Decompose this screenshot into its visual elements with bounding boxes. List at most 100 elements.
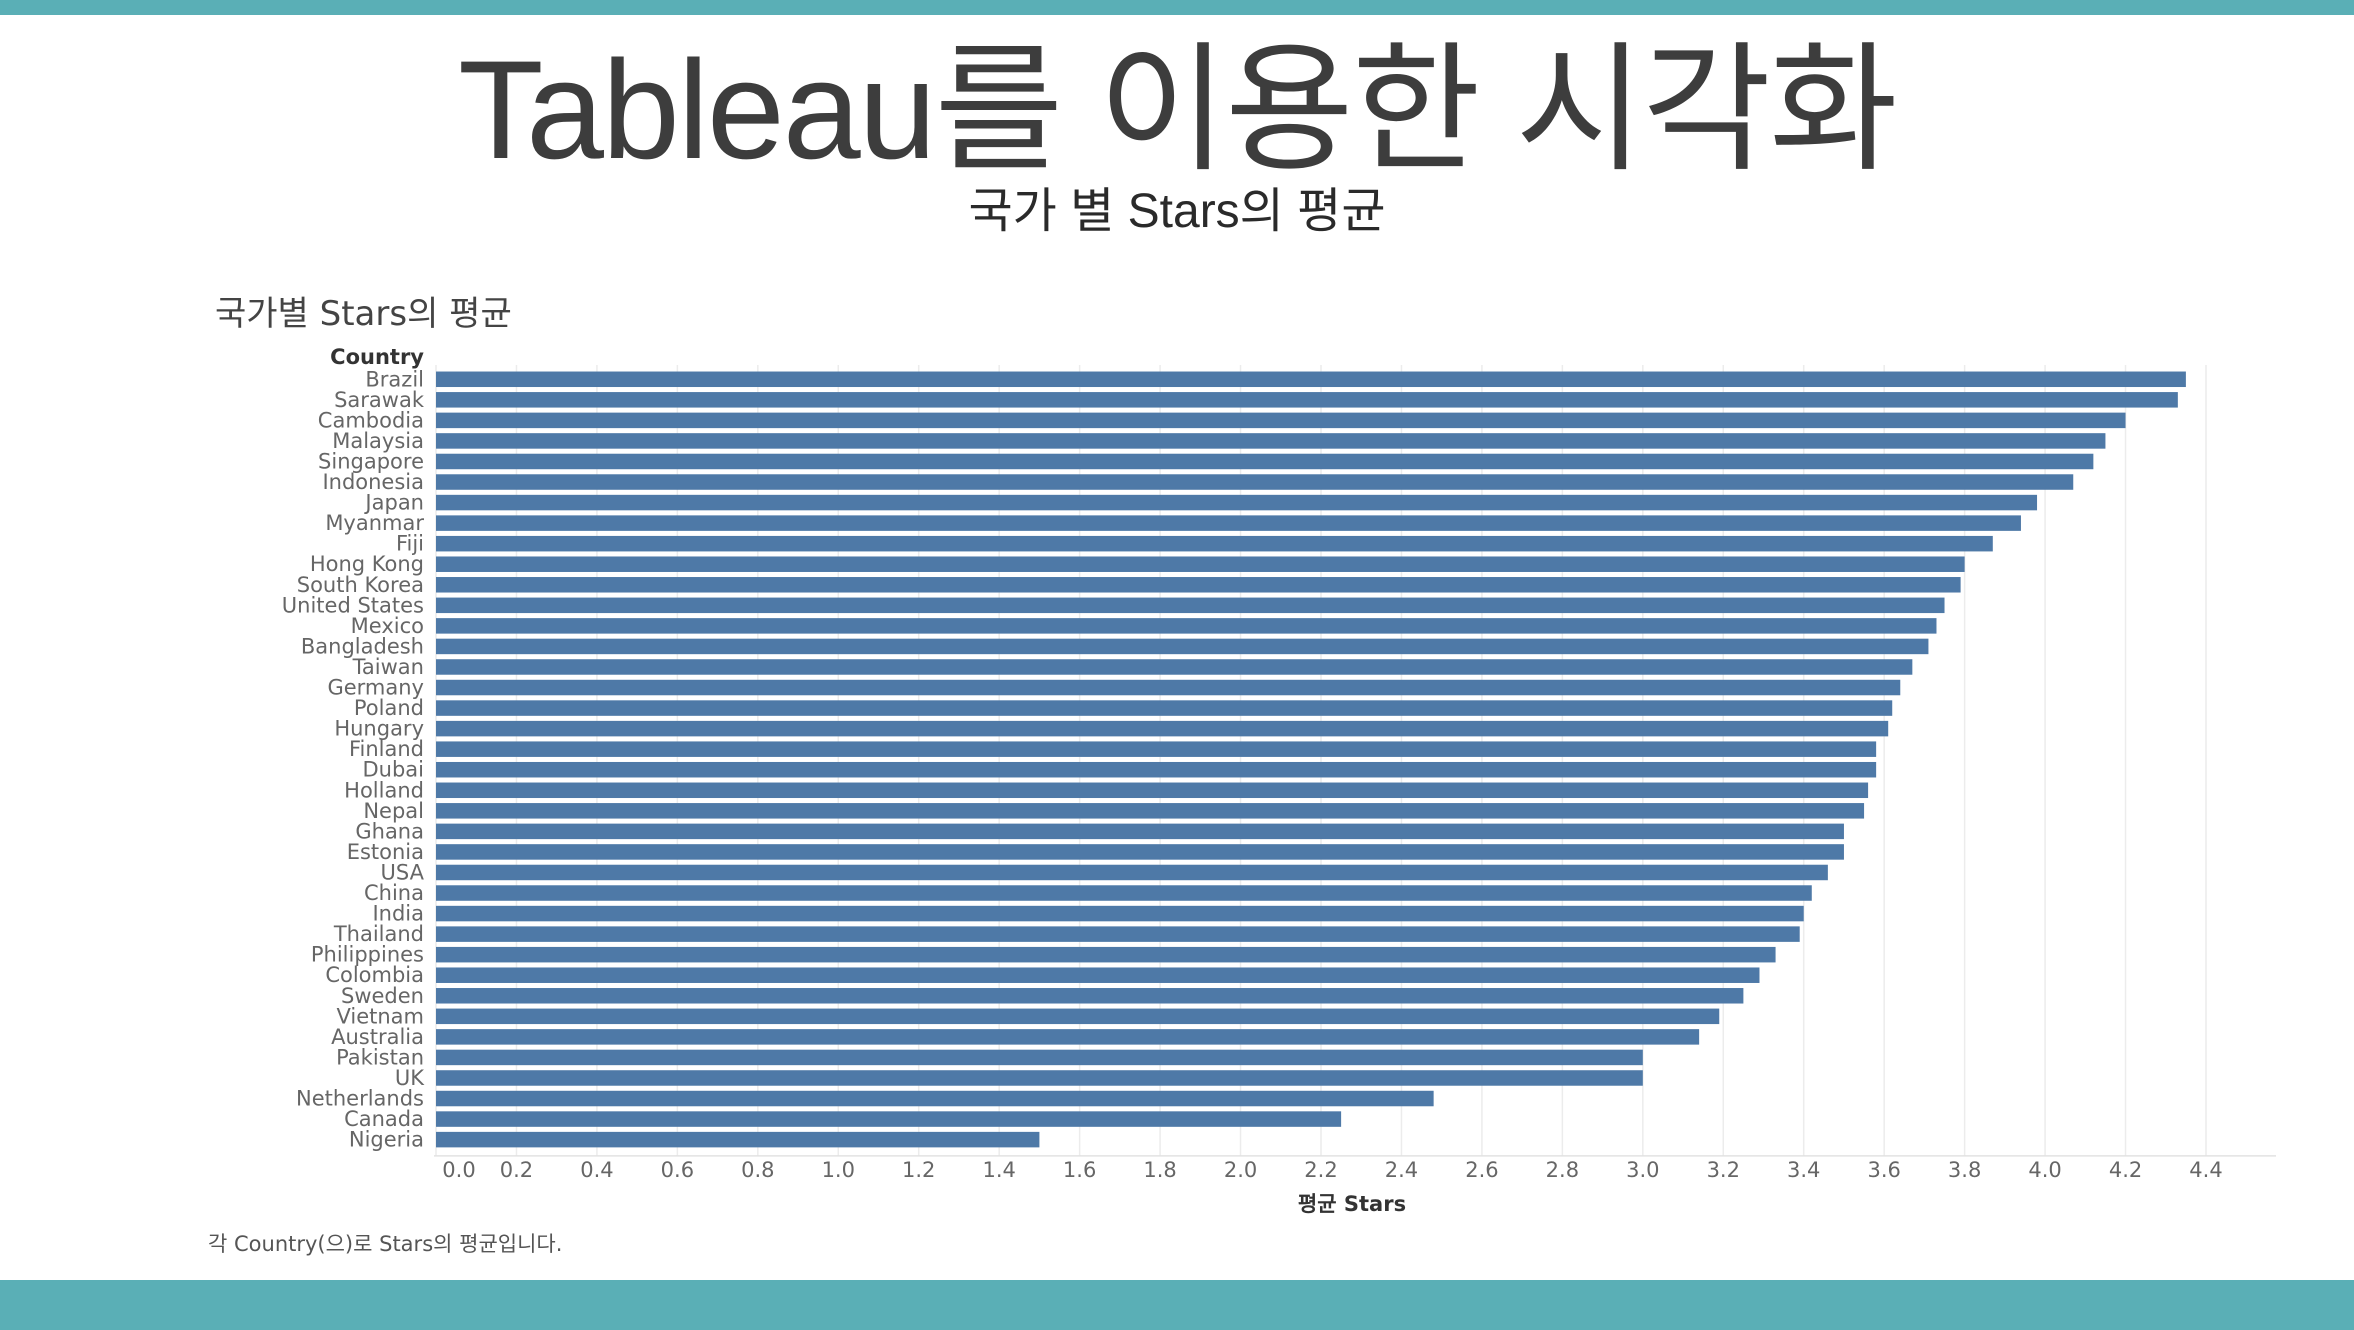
tick-label: 2.8 <box>1546 1158 1579 1182</box>
category-label: Myanmar <box>325 511 424 535</box>
bar <box>436 1070 1643 1086</box>
category-label: Brazil <box>365 367 424 391</box>
tick-label: 3.0 <box>1626 1158 1659 1182</box>
bar <box>436 946 1776 963</box>
bar <box>436 556 1965 572</box>
bar <box>436 597 1945 614</box>
bar <box>436 679 1901 696</box>
tick-label: 2.6 <box>1465 1158 1498 1182</box>
bar <box>436 741 1877 757</box>
tick-label: 4.2 <box>2109 1158 2142 1182</box>
tick-label: 0.0 <box>442 1158 475 1182</box>
bar <box>436 412 2126 429</box>
bar <box>436 905 1804 922</box>
bar <box>436 1008 1720 1025</box>
tick-label: 3.8 <box>1948 1158 1981 1182</box>
category-label: Poland <box>354 696 424 720</box>
tick-label: 1.0 <box>822 1158 855 1182</box>
slide-title: Tableau를 이용한 시각화 <box>458 31 1898 188</box>
bar <box>436 803 1865 819</box>
category-label: Netherlands <box>296 1087 424 1111</box>
chart-caption: 각 Country(으)로 Stars의 평균입니다. <box>208 1232 563 1256</box>
category-label: Nepal <box>363 799 424 823</box>
row-header: Country <box>330 345 424 369</box>
tick-label: 2.4 <box>1385 1158 1418 1182</box>
category-labels: BrazilSarawakCambodiaMalaysiaSingaporeIn… <box>282 367 425 1151</box>
bar <box>436 864 1828 881</box>
bar <box>436 720 1889 737</box>
tick-label: 4.0 <box>2028 1158 2061 1182</box>
bar <box>436 659 1913 675</box>
bar <box>436 535 1993 552</box>
category-label: Germany <box>327 676 424 700</box>
top-accent-band <box>0 0 2354 15</box>
bar <box>436 433 2106 449</box>
tick-label: 0.2 <box>500 1158 533 1182</box>
chart-sheet-title: 국가별 Stars의 평균 <box>215 294 512 334</box>
bar <box>436 474 2074 490</box>
category-label: India <box>372 902 424 926</box>
bar <box>436 453 2094 470</box>
tick-label: 1.8 <box>1143 1158 1176 1182</box>
category-label: Sweden <box>341 984 424 1008</box>
bars <box>436 371 2186 1148</box>
bar <box>436 926 1800 942</box>
category-label: Thailand <box>333 922 424 946</box>
bar <box>436 638 1929 655</box>
category-label: Vietnam <box>336 1004 424 1028</box>
category-label: Cambodia <box>318 408 424 432</box>
tick-label: 4.4 <box>2189 1158 2222 1182</box>
bar <box>436 988 1744 1004</box>
category-label: Bangladesh <box>301 634 424 658</box>
bar <box>436 782 1869 799</box>
category-label: South Korea <box>297 573 424 597</box>
category-label: Canada <box>344 1107 424 1131</box>
category-label: Mexico <box>351 614 424 638</box>
bar <box>436 1131 1040 1148</box>
bottom-accent-band <box>0 1280 2354 1330</box>
category-label: Finland <box>349 737 424 761</box>
category-label: Philippines <box>311 943 424 967</box>
tick-label: 3.2 <box>1707 1158 1740 1182</box>
category-label: Japan <box>363 491 424 515</box>
bar <box>436 392 2178 408</box>
category-label: Indonesia <box>322 470 424 494</box>
category-label: Singapore <box>318 449 424 473</box>
bar <box>436 371 2186 388</box>
tick-label: 2.2 <box>1304 1158 1337 1182</box>
tick-label: 1.2 <box>902 1158 935 1182</box>
category-label: Colombia <box>325 963 424 987</box>
bar <box>436 885 1812 901</box>
category-label: Holland <box>344 778 424 802</box>
category-label: Australia <box>331 1025 424 1049</box>
category-label: Malaysia <box>332 429 424 453</box>
bar <box>436 577 1961 593</box>
category-label: Sarawak <box>334 388 425 412</box>
tick-label: 1.4 <box>982 1158 1015 1182</box>
category-label: Dubai <box>362 758 424 782</box>
tick-label: 3.4 <box>1787 1158 1820 1182</box>
bar-chart: BrazilSarawakCambodiaMalaysiaSingaporeIn… <box>282 345 2276 1216</box>
tick-label: 2.0 <box>1224 1158 1257 1182</box>
category-label: USA <box>381 860 425 884</box>
category-label: Hong Kong <box>310 552 424 576</box>
bar <box>436 967 1760 983</box>
bar <box>436 844 1844 860</box>
category-label: Hungary <box>334 717 424 741</box>
x-axis-ticks: 0.0 0.2 0.4 0.6 0.8 1.0 1.2 1.4 1.6 1.8 2.0 2.2 2.4 2… <box>442 1158 2222 1182</box>
slide-subtitle: 국가 별 Stars의 평균 <box>968 185 1386 238</box>
bar <box>436 1090 1434 1107</box>
bar <box>436 494 2038 511</box>
bar <box>436 515 2021 531</box>
bar <box>436 1111 1342 1127</box>
category-label: Estonia <box>347 840 424 864</box>
bar <box>436 618 1937 634</box>
x-axis-title: 평균 Stars <box>1298 1192 1406 1216</box>
bar <box>436 1049 1643 1066</box>
tick-label: 0.4 <box>580 1158 613 1182</box>
category-label: Pakistan <box>336 1045 424 1069</box>
category-label: Nigeria <box>349 1128 424 1152</box>
bar <box>436 1029 1700 1045</box>
category-label: Ghana <box>355 819 424 843</box>
tick-label: 0.6 <box>661 1158 694 1182</box>
